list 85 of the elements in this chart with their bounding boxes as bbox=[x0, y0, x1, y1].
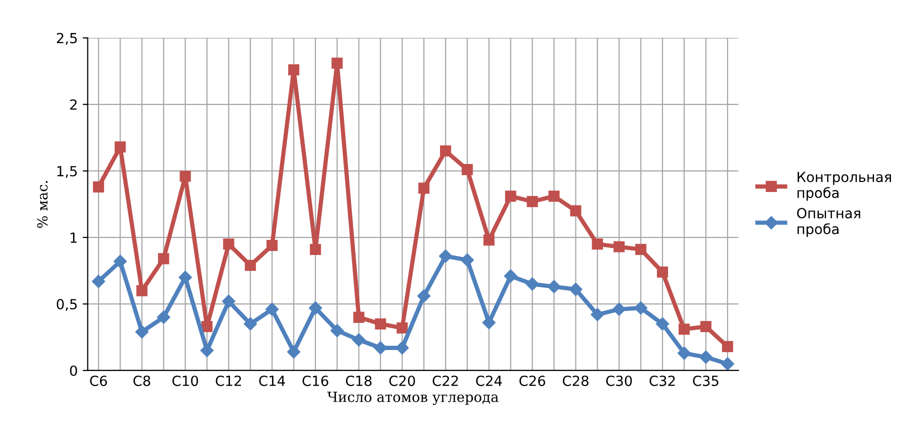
x-tick-label: C32 bbox=[650, 376, 675, 386]
point bbox=[460, 253, 474, 267]
point bbox=[438, 249, 452, 263]
point bbox=[201, 321, 213, 332]
point bbox=[720, 357, 734, 370]
point bbox=[614, 241, 625, 252]
x-tick-label: C22 bbox=[432, 376, 458, 386]
point bbox=[180, 170, 191, 182]
point bbox=[287, 345, 300, 358]
point bbox=[114, 141, 126, 153]
point bbox=[612, 302, 626, 316]
point bbox=[353, 312, 364, 323]
point bbox=[505, 190, 516, 202]
x-tick-label: C14 bbox=[259, 376, 285, 386]
point bbox=[288, 64, 300, 76]
point bbox=[592, 238, 603, 250]
point bbox=[266, 240, 278, 251]
point bbox=[222, 294, 236, 308]
point bbox=[548, 190, 560, 202]
point bbox=[310, 244, 321, 255]
y-tick-label: 1,5 bbox=[57, 166, 77, 178]
x-tick-label: C30 bbox=[606, 376, 632, 386]
x-tick-label: C16 bbox=[302, 376, 328, 386]
point bbox=[656, 266, 668, 278]
point bbox=[656, 317, 670, 331]
y-tick-label: 2,5 bbox=[56, 32, 77, 45]
point bbox=[157, 310, 170, 324]
x-tick-label: C28 bbox=[562, 376, 588, 386]
point bbox=[440, 145, 452, 157]
y-tick-label: 0 bbox=[70, 365, 78, 376]
x-axis-title: Число атомов углерода bbox=[327, 392, 498, 406]
point bbox=[114, 254, 127, 268]
y-tick-label: 2 bbox=[70, 99, 77, 110]
x-tick-label: C24 bbox=[476, 376, 502, 386]
point bbox=[722, 340, 734, 352]
point bbox=[200, 344, 214, 358]
y-tick-label: 0,5 bbox=[56, 298, 77, 311]
point bbox=[332, 58, 343, 69]
point bbox=[526, 277, 539, 291]
point bbox=[136, 285, 148, 296]
point bbox=[526, 196, 538, 208]
point bbox=[547, 280, 561, 294]
point bbox=[590, 308, 604, 322]
point bbox=[396, 341, 409, 354]
point bbox=[483, 234, 495, 246]
legend-label: Контрольная проба bbox=[798, 172, 891, 201]
point bbox=[678, 346, 691, 360]
point bbox=[482, 316, 496, 330]
point bbox=[462, 164, 473, 176]
point bbox=[678, 324, 690, 335]
point bbox=[374, 341, 388, 354]
point bbox=[244, 317, 257, 331]
point bbox=[417, 289, 430, 303]
x-tick-label: C8 bbox=[133, 376, 150, 386]
point bbox=[635, 244, 646, 255]
point bbox=[92, 181, 104, 192]
point bbox=[570, 205, 582, 216]
point bbox=[265, 302, 279, 316]
x-tick-label: C12 bbox=[216, 376, 241, 386]
x-tick-label: C18 bbox=[346, 376, 372, 386]
x-tick-label: C26 bbox=[519, 376, 546, 386]
y-axis-title: % мас. bbox=[37, 181, 48, 228]
point bbox=[135, 325, 148, 338]
y-tick-label: 1 bbox=[70, 232, 77, 243]
x-tick-label: C6 bbox=[90, 376, 107, 386]
point bbox=[504, 269, 518, 283]
x-tick-label: C20 bbox=[389, 376, 415, 386]
point bbox=[569, 282, 582, 296]
point bbox=[223, 238, 234, 250]
x-tick-label: C35 bbox=[692, 376, 718, 386]
point bbox=[418, 182, 430, 194]
point bbox=[634, 301, 648, 315]
point bbox=[244, 260, 256, 271]
point bbox=[330, 324, 344, 338]
legend-label: Опытная проба bbox=[797, 208, 860, 237]
point bbox=[158, 253, 170, 264]
point bbox=[699, 350, 712, 364]
point bbox=[308, 301, 322, 315]
point bbox=[92, 274, 106, 288]
point bbox=[352, 333, 366, 346]
x-tick-label: C10 bbox=[172, 376, 198, 386]
point bbox=[178, 270, 192, 284]
point bbox=[700, 321, 712, 332]
point bbox=[374, 318, 386, 330]
point bbox=[396, 322, 408, 334]
